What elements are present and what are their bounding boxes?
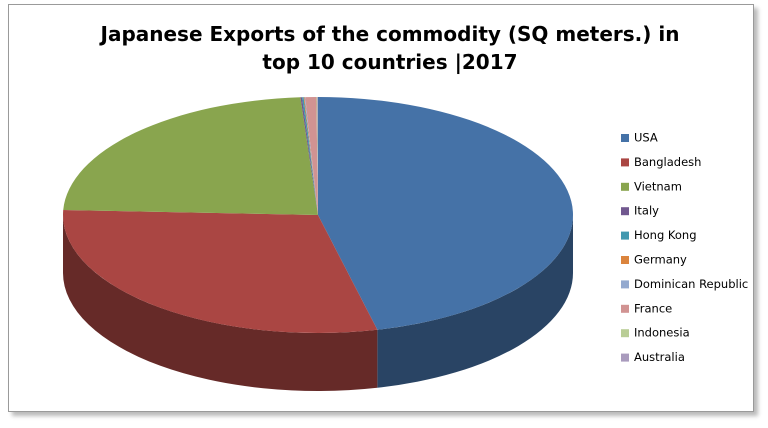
slice [316, 97, 318, 215]
legend-swatch [621, 231, 629, 240]
slice [62, 210, 378, 333]
legend-label: USA [634, 131, 658, 145]
legend-label: Bangladesh [634, 155, 701, 169]
slice-side [377, 215, 573, 388]
legend-label: Dominican Republic [634, 277, 748, 291]
legend-swatch [621, 329, 629, 338]
slice [303, 97, 318, 215]
slice [300, 97, 318, 215]
legend-label: Indonesia [634, 326, 690, 340]
legend-label: Australia [634, 350, 685, 364]
legend-swatch [621, 182, 629, 191]
slice [302, 97, 318, 215]
legend-swatch [621, 256, 629, 264]
legend-label: Germany [634, 253, 687, 267]
legend-swatch [621, 134, 629, 142]
legend-label: France [634, 301, 672, 315]
legend-swatch [621, 353, 629, 362]
legend-swatch [621, 158, 629, 167]
slice [304, 97, 318, 215]
slice [318, 97, 573, 330]
legend-swatch [621, 280, 629, 289]
chart-title: Japanese Exports of the commodity (SQ me… [100, 22, 680, 74]
legend-label: Vietnam [634, 179, 682, 193]
slice-side [63, 215, 378, 391]
slice [63, 97, 318, 215]
legend-label: Hong Kong [634, 228, 697, 242]
legend-label: Italy [634, 204, 659, 218]
legend-swatch [621, 207, 629, 216]
slice [305, 97, 318, 215]
slice [317, 97, 318, 215]
legend-swatch [621, 304, 629, 313]
